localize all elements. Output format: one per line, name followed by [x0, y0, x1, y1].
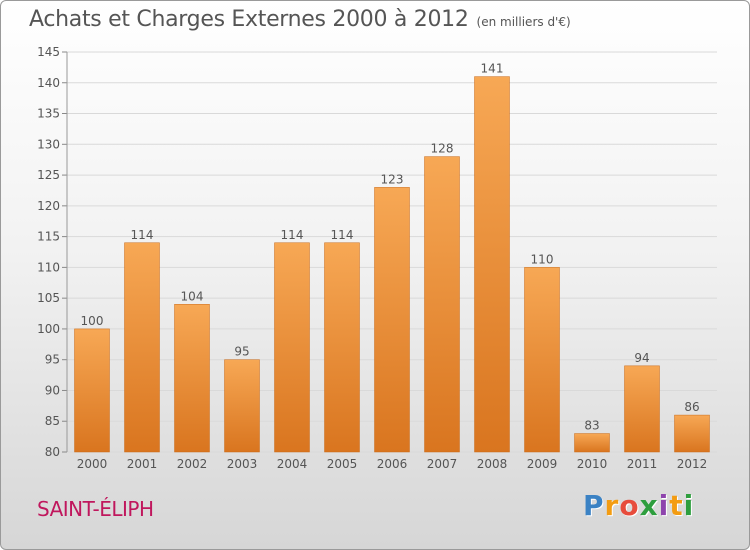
bar-2007 — [424, 156, 460, 453]
bar-2001 — [124, 242, 160, 453]
data-label: 123 — [381, 172, 404, 186]
bar-2009 — [524, 267, 560, 453]
data-label: 83 — [584, 419, 599, 433]
data-label: 104 — [181, 289, 204, 303]
x-tick-label: 2001 — [127, 457, 158, 471]
y-tick-label: 115 — [37, 230, 60, 244]
bar-2006 — [374, 187, 410, 453]
x-tick-label: 2002 — [177, 457, 208, 471]
commune-name: SAINT-ÉLIPH — [37, 497, 154, 521]
y-axis-ticks: 80 85 90 95 100 105 110 115 120 125 130 135 140 145 — [37, 45, 68, 459]
data-label: 128 — [431, 142, 454, 156]
x-tick-label: 2009 — [527, 457, 558, 471]
data-label: 95 — [234, 345, 249, 359]
y-tick-label: 95 — [45, 353, 60, 367]
data-labels: 100 114 104 95 114 114 123 128 141 110 83 94 86 — [81, 62, 700, 433]
x-tick-label: 2007 — [427, 457, 458, 471]
y-tick-label: 85 — [45, 414, 60, 428]
data-label: 141 — [481, 62, 504, 76]
y-tick-label: 135 — [37, 107, 60, 121]
bars — [74, 76, 710, 453]
y-tick-label: 100 — [37, 322, 60, 336]
bar-2005 — [324, 242, 360, 453]
y-tick-label: 80 — [45, 445, 60, 459]
data-label: 114 — [131, 228, 154, 242]
bar-2000 — [74, 328, 110, 453]
data-label: 86 — [684, 400, 699, 414]
data-label: 110 — [531, 252, 554, 266]
bar-2004 — [274, 242, 310, 453]
y-tick-label: 145 — [37, 45, 60, 59]
chart-title-row: Achats et Charges Externes 2000 à 2012 (e… — [29, 7, 571, 32]
x-tick-label: 2012 — [677, 457, 708, 471]
chart-title: Achats et Charges Externes 2000 à 2012 — [29, 7, 469, 32]
x-tick-label: 2003 — [227, 457, 258, 471]
proxiti-logo: Proxiti — [583, 489, 695, 522]
x-axis-ticks: 2000 2001 2002 2003 2004 2005 2006 2007 2008 2009… — [77, 457, 708, 471]
x-tick-label: 2011 — [627, 457, 658, 471]
y-tick-label: 120 — [37, 199, 60, 213]
chart-subtitle: (en milliers d'€) — [476, 15, 571, 29]
y-tick-label: 130 — [37, 137, 60, 151]
bar-2011 — [624, 365, 660, 453]
y-tick-label: 105 — [37, 291, 60, 305]
x-tick-label: 2010 — [577, 457, 608, 471]
y-tick-label: 90 — [45, 383, 60, 397]
bar-2002 — [174, 304, 210, 453]
x-tick-label: 2006 — [377, 457, 408, 471]
y-tick-label: 110 — [37, 260, 60, 274]
bar-2010 — [574, 433, 610, 453]
x-tick-label: 2004 — [277, 457, 308, 471]
bar-2003 — [224, 359, 260, 453]
data-label: 114 — [331, 228, 354, 242]
data-label: 114 — [281, 228, 304, 242]
bar-2008 — [474, 76, 510, 453]
data-label: 100 — [81, 314, 104, 328]
x-tick-label: 2000 — [77, 457, 108, 471]
bar-2012 — [674, 414, 710, 453]
y-tick-label: 140 — [37, 76, 60, 90]
x-tick-label: 2008 — [477, 457, 508, 471]
y-tick-label: 125 — [37, 168, 60, 182]
x-tick-label: 2005 — [327, 457, 358, 471]
data-label: 94 — [634, 351, 649, 365]
